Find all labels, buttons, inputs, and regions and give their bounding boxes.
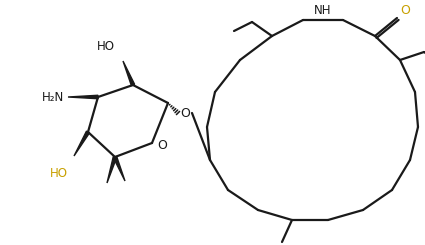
Text: HO: HO bbox=[97, 40, 115, 53]
Polygon shape bbox=[74, 131, 90, 156]
Text: NH: NH bbox=[314, 4, 332, 17]
Polygon shape bbox=[113, 156, 125, 181]
Polygon shape bbox=[68, 95, 98, 99]
Polygon shape bbox=[107, 157, 117, 183]
Text: O: O bbox=[180, 107, 190, 120]
Polygon shape bbox=[123, 61, 135, 86]
Text: O: O bbox=[400, 4, 410, 17]
Text: H₂N: H₂N bbox=[42, 90, 64, 103]
Text: HO: HO bbox=[50, 167, 68, 180]
Text: O: O bbox=[157, 138, 167, 151]
